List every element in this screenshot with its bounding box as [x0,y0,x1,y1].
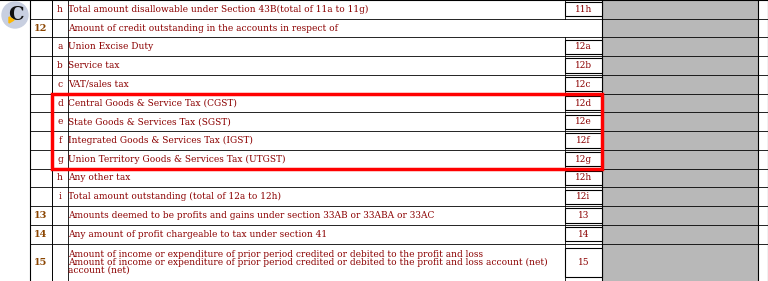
Text: Amount of credit outstanding in the accounts in respect of: Amount of credit outstanding in the acco… [68,24,338,33]
Text: account (net): account (net) [68,266,130,275]
Text: 12e: 12e [575,117,592,126]
Text: 12: 12 [35,24,48,33]
Bar [565,208,602,223]
Bar [565,40,602,54]
Text: Total amount disallowable under Section 43B(total of 11a to 11g): Total amount disallowable under Section … [68,5,369,14]
Bar [565,152,602,166]
Text: c: c [58,80,62,89]
Bar [602,206,758,225]
Text: Central Goods & Service Tax (CGST): Central Goods & Service Tax (CGST) [68,99,237,108]
Text: VAT/sales tax: VAT/sales tax [68,80,129,89]
Text: 13: 13 [578,211,589,220]
Text: i: i [58,192,61,201]
Text: 12b: 12b [575,61,592,70]
Text: 14: 14 [578,230,589,239]
Text: h: h [57,5,63,14]
Bar [565,115,602,129]
Text: 12d: 12d [575,99,592,108]
Text: Union Territory Goods & Services Tax (UTGST): Union Territory Goods & Services Tax (UT… [68,155,286,164]
Text: 12f: 12f [576,136,591,145]
Bar [565,58,602,73]
Text: b: b [57,61,63,70]
Text: 15: 15 [35,258,48,267]
Bar [565,248,602,277]
Text: g: g [57,155,63,164]
Bar [565,2,602,17]
Bar [602,244,758,281]
Text: 12c: 12c [575,80,592,89]
Text: 12h: 12h [575,173,592,182]
Text: d: d [57,99,63,108]
Bar [52,94,602,169]
Polygon shape [9,17,14,23]
Text: Any amount of profit chargeable to tax under section 41: Any amount of profit chargeable to tax u… [68,230,327,239]
Text: Integrated Goods & Services Tax (IGST): Integrated Goods & Services Tax (IGST) [68,136,253,145]
Text: 14: 14 [35,230,48,239]
Text: f: f [58,136,61,145]
Bar [565,171,602,185]
Bar [565,133,602,148]
Bar [565,227,602,241]
Text: 12i: 12i [576,192,591,201]
Text: State Goods & Services Tax (SGST): State Goods & Services Tax (SGST) [68,117,230,126]
Bar [565,77,602,91]
Text: Union Excise Duty: Union Excise Duty [68,42,154,51]
Text: Amounts deemed to be profits and gains under section 33AB or 33ABA or 33AC: Amounts deemed to be profits and gains u… [68,211,435,220]
Text: e: e [58,117,63,126]
Text: 13: 13 [35,211,48,220]
Bar [602,19,758,187]
Bar [565,190,602,204]
Circle shape [2,2,28,28]
Text: a: a [58,42,63,51]
Text: Total amount outstanding (total of 12a to 12h): Total amount outstanding (total of 12a t… [68,192,281,201]
Text: Service tax: Service tax [68,61,120,70]
Text: h: h [57,173,63,182]
Bar [602,225,758,244]
Text: 12a: 12a [575,42,592,51]
Bar [602,187,758,206]
Text: 12g: 12g [575,155,592,164]
Text: Amount of income or expenditure of prior period credited or debited to the profi: Amount of income or expenditure of prior… [68,250,483,259]
Text: 11h: 11h [574,5,592,14]
Text: Amount of income or expenditure of prior period credited or debited to the profi: Amount of income or expenditure of prior… [68,258,548,267]
Text: 15: 15 [578,258,589,267]
Bar [602,0,758,19]
Text: Any other tax: Any other tax [68,173,131,182]
Text: C: C [8,6,24,24]
Bar [565,96,602,110]
